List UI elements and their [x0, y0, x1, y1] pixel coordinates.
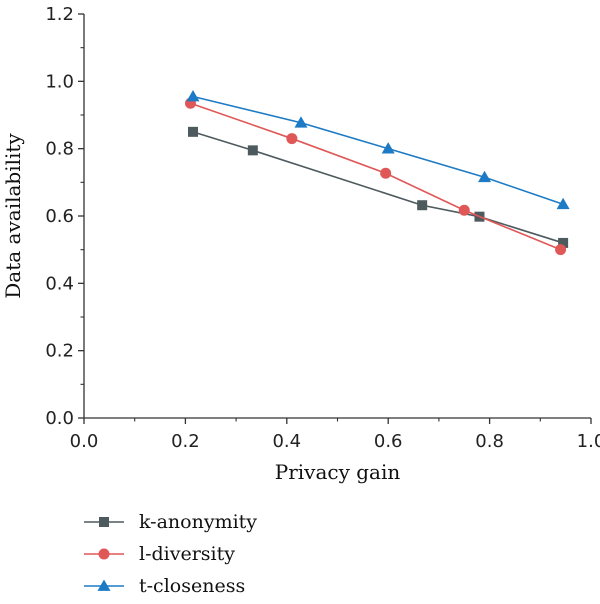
- series-t-closeness: [186, 89, 570, 210]
- legend-label: k-anonymity: [139, 511, 257, 533]
- data-point: [380, 167, 392, 179]
- y-tick-label: 0.8: [45, 139, 74, 160]
- legend-label: l-diversity: [139, 543, 235, 565]
- legend-item: t-closeness: [84, 575, 245, 597]
- data-point: [417, 200, 428, 211]
- y-axis-ticks: 0.0 0.2 0.4 0.6 0.8 1.0 1.2: [45, 4, 84, 429]
- data-point: [558, 237, 569, 248]
- legend-marker: [97, 579, 111, 591]
- data-point: [294, 116, 308, 128]
- x-axis-title: Privacy gain: [275, 460, 401, 484]
- legend-marker: [98, 548, 110, 560]
- y-tick-label: 0.6: [45, 206, 74, 227]
- data-point: [286, 133, 298, 145]
- data-point: [381, 142, 395, 154]
- legend: k-anonymity l-diversity t-closeness: [84, 511, 257, 597]
- axes: [83, 14, 591, 419]
- x-axis-ticks: 0.0 0.2 0.4 0.6 0.8 1.0: [70, 418, 600, 452]
- x-tick-label: 0.2: [171, 431, 200, 452]
- x-tick-label: 0.6: [374, 431, 403, 452]
- y-tick-label: 0.0: [45, 408, 74, 429]
- series-layer: [184, 89, 570, 256]
- legend-item: l-diversity: [84, 543, 235, 565]
- series-line: [190, 102, 561, 251]
- y-axis-title: Data availability: [1, 133, 25, 299]
- x-tick-label: 0.8: [475, 431, 504, 452]
- x-tick-label: 0.4: [272, 431, 301, 452]
- x-tick-label: 0.0: [70, 431, 99, 452]
- legend-label: t-closeness: [139, 575, 245, 597]
- data-point: [186, 89, 200, 102]
- data-point: [247, 145, 258, 156]
- data-point: [556, 197, 570, 210]
- data-point: [188, 126, 199, 137]
- data-point: [458, 204, 470, 216]
- y-tick-label: 1.0: [45, 71, 74, 92]
- data-point: [478, 170, 492, 183]
- legend-marker: [99, 517, 109, 527]
- y-tick-label: 0.2: [45, 341, 74, 362]
- data-point: [555, 244, 567, 256]
- series-l-diversity: [184, 97, 567, 256]
- x-tick-label: 1.0: [577, 431, 600, 452]
- y-tick-label: 1.2: [45, 4, 74, 25]
- legend-item: k-anonymity: [84, 511, 257, 533]
- y-tick-label: 0.4: [45, 273, 74, 294]
